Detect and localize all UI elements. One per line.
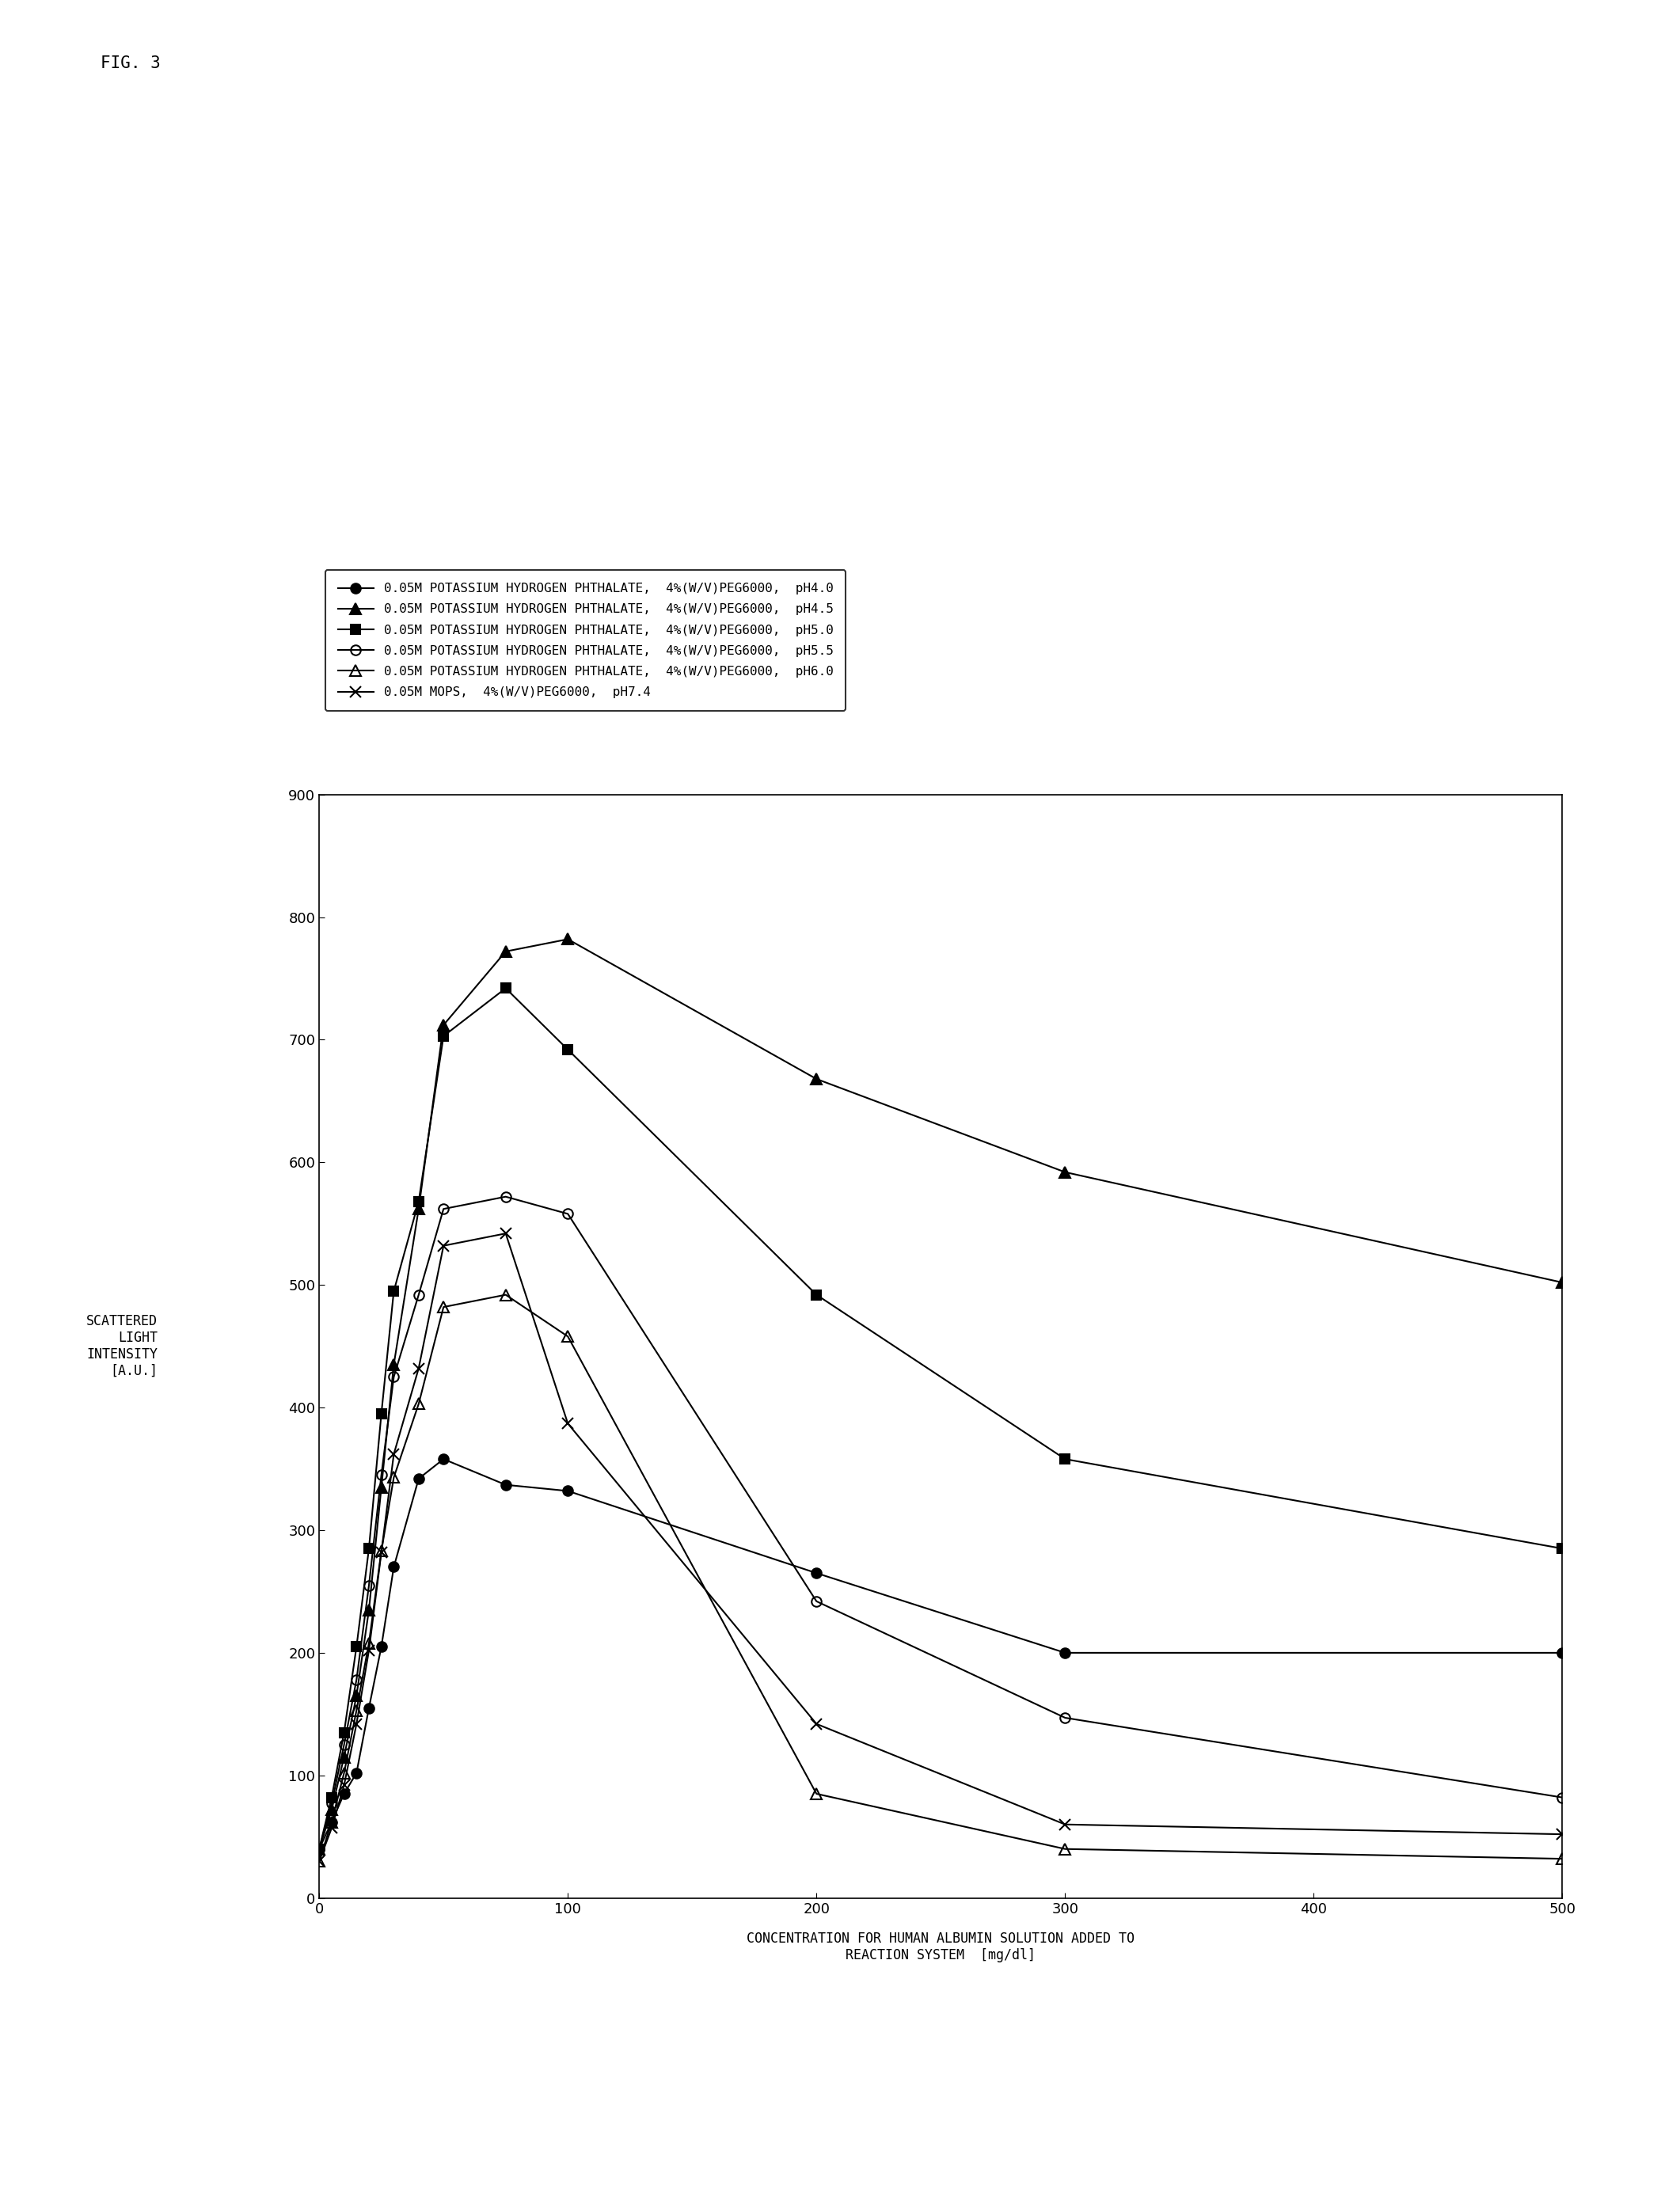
Y-axis label: SCATTERED
LIGHT
INTENSITY
[A.U.]: SCATTERED LIGHT INTENSITY [A.U.]: [86, 1315, 158, 1377]
Text: FIG. 3: FIG. 3: [101, 55, 161, 71]
X-axis label: CONCENTRATION FOR HUMAN ALBUMIN SOLUTION ADDED TO
REACTION SYSTEM  [mg/dl]: CONCENTRATION FOR HUMAN ALBUMIN SOLUTION…: [748, 1931, 1134, 1962]
Legend: 0.05M POTASSIUM HYDROGEN PHTHALATE,  4%(W/V)PEG6000,  pH4.0, 0.05M POTASSIUM HYD: 0.05M POTASSIUM HYDROGEN PHTHALATE, 4%(W…: [326, 569, 847, 711]
